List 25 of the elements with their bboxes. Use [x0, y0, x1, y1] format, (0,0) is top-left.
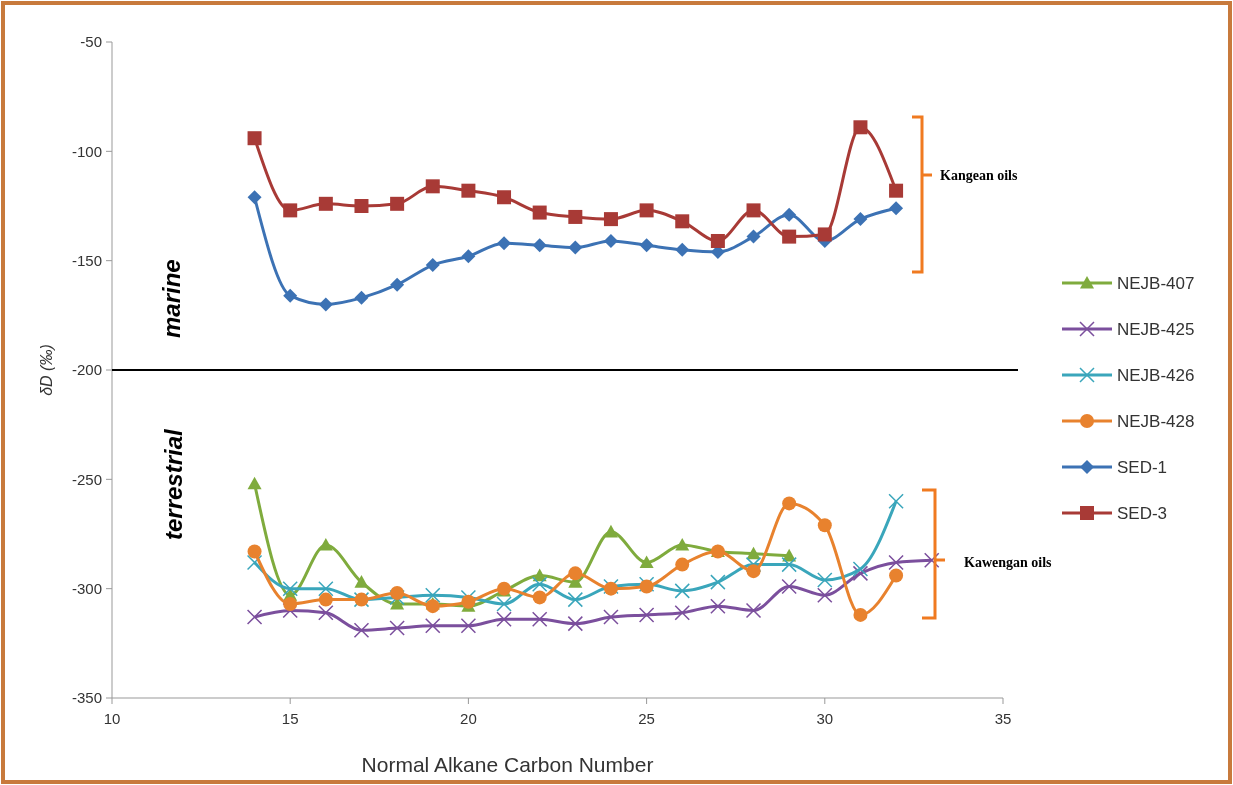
- legend-label: NEJB-407: [1117, 273, 1195, 293]
- x-tick-label: 25: [638, 710, 655, 727]
- annotation: Kawengan oils: [964, 555, 1053, 570]
- y-tick-label: -150: [71, 251, 102, 269]
- y-tick-label: -100: [71, 142, 102, 160]
- annotation: marine: [158, 259, 185, 338]
- legend-label: NEJB-428: [1117, 411, 1195, 431]
- x-tick-label: 15: [281, 710, 299, 727]
- y-tick-label: -200: [71, 361, 102, 379]
- y-tick-label: -50: [80, 33, 102, 51]
- annotation: terrestrial: [160, 427, 187, 540]
- legend-label: SED-3: [1117, 503, 1168, 523]
- annotation: Kangean oils: [940, 168, 1018, 183]
- y-tick-label: -300: [71, 579, 102, 597]
- y-tick-label: -350: [71, 689, 102, 707]
- x-axis-title: Normal Alkane Carbon Number: [361, 753, 654, 776]
- x-tick-label: 35: [994, 710, 1012, 727]
- legend-label: SED-1: [1117, 457, 1168, 477]
- x-tick-label: 10: [103, 710, 121, 727]
- x-tick-label: 30: [816, 710, 834, 727]
- x-tick-label: 20: [460, 710, 477, 727]
- y-axis-title: δD (‰): [38, 344, 55, 396]
- y-tick-label: -250: [71, 470, 102, 488]
- legend-label: NEJB-425: [1117, 319, 1195, 339]
- legend-label: NEJB-426: [1117, 365, 1195, 385]
